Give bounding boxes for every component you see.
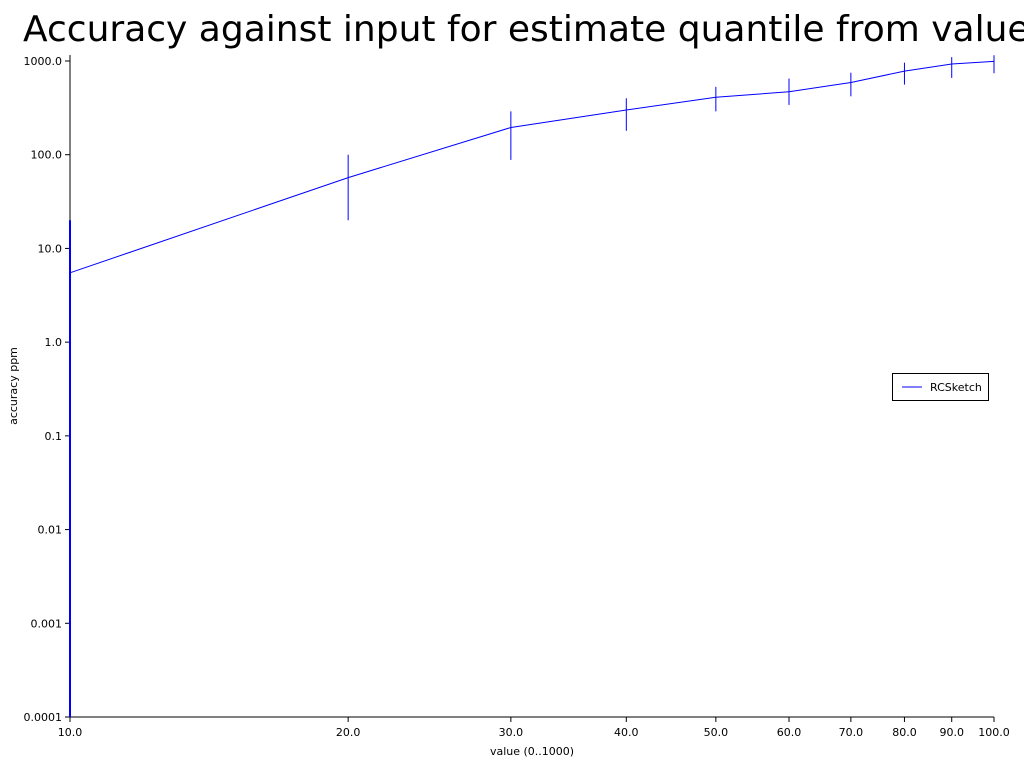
y-tick-label: 0.01 [38, 524, 63, 537]
x-tick-label: 60.0 [777, 726, 802, 739]
y-axis-ticks: 0.0001 0.001 0.01 0.1 1.0 10.0 100.0 1000.0 [24, 55, 70, 724]
x-axis-label: value (0..1000) [490, 745, 574, 758]
y-tick-label: 0.001 [31, 617, 63, 630]
y-tick-label: 100.0 [31, 149, 63, 162]
x-tick-label: 70.0 [839, 726, 864, 739]
x-axis-ticks: 10.0 20.0 30.0 40.0 50.0 60.0 70.0 80.0 90.0 100.… [58, 717, 1010, 739]
series-line-rcsketch [69, 60, 995, 274]
x-tick-label: 10.0 [58, 726, 83, 739]
series-layer [69, 55, 995, 717]
chart-title: Accuracy against input for estimate quan… [23, 9, 1024, 50]
x-tick-label: 50.0 [704, 726, 729, 739]
y-axis-label: accuracy ppm [7, 347, 20, 425]
x-tick-label: 20.0 [336, 726, 361, 739]
x-tick-label: 30.0 [499, 726, 524, 739]
x-tick-label: 100.0 [978, 726, 1010, 739]
axes [69, 55, 994, 718]
y-tick-label: 10.0 [38, 242, 63, 255]
y-tick-label: 1000.0 [24, 55, 63, 68]
legend-label-rcsketch: RCSketch [930, 381, 982, 394]
legend: RCSketch [892, 373, 989, 401]
x-tick-label: 80.0 [892, 726, 917, 739]
y-tick-label: 0.0001 [24, 711, 63, 724]
y-tick-label: 0.1 [45, 430, 63, 443]
x-tick-label: 40.0 [614, 726, 639, 739]
x-tick-label: 90.0 [939, 726, 964, 739]
y-tick-label: 1.0 [45, 336, 63, 349]
